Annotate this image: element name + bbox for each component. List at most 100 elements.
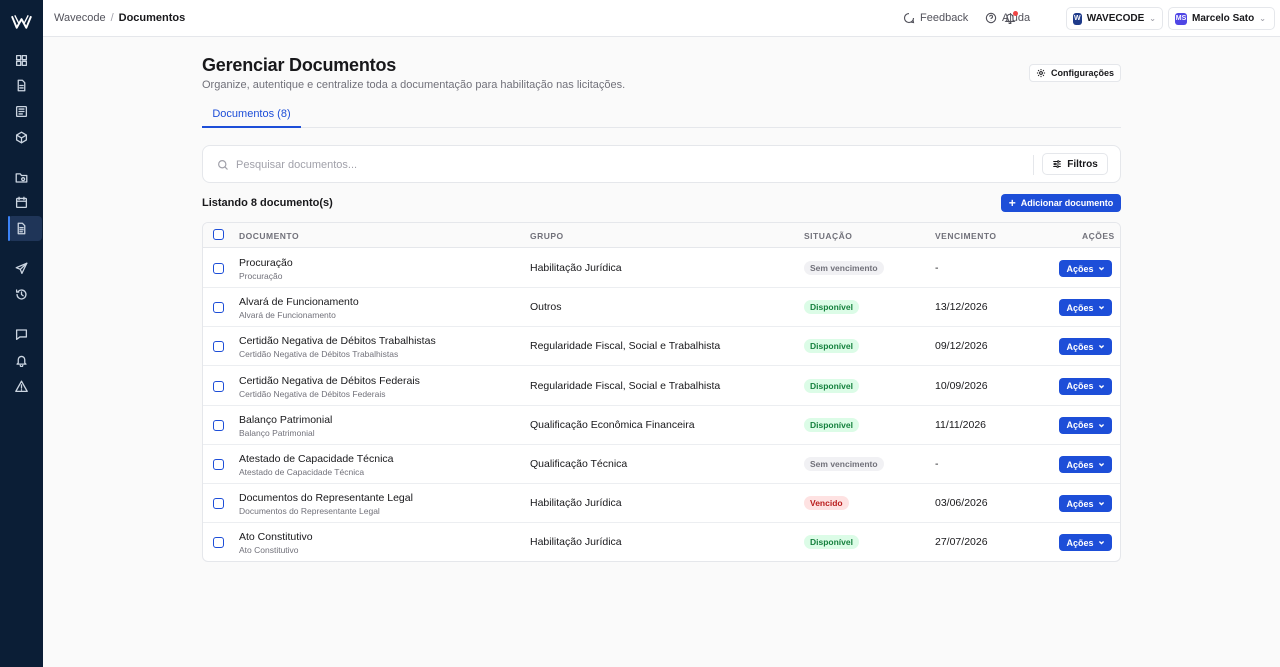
bell-icon[interactable]	[13, 352, 30, 369]
document-subtitle: Certidão Negativa de Débitos Federais	[239, 388, 386, 399]
due-date: -	[935, 262, 939, 274]
due-date: 11/11/2026	[935, 418, 986, 431]
file-icon[interactable]	[13, 77, 30, 94]
document-name[interactable]: Balanço Patrimonial	[239, 413, 333, 426]
due-date: 03/06/2026	[935, 497, 988, 510]
actions-button[interactable]: Ações	[1059, 534, 1112, 552]
document-name[interactable]: Certidão Negativa de Débitos Trabalhista…	[239, 335, 436, 348]
status-badge: Sem vencimento	[804, 457, 884, 471]
status-badge: Disponível	[804, 339, 859, 354]
due-date: 09/12/2026	[935, 340, 988, 353]
document-name[interactable]: Documentos do Representante Legal	[239, 492, 413, 505]
dashboard-icon[interactable]	[13, 52, 30, 69]
user-menu[interactable]: MS Marcelo Sato ⌄	[1168, 7, 1275, 30]
folder-search-icon[interactable]	[13, 169, 30, 186]
search-bar: Filtros	[202, 145, 1121, 183]
column-header-documento[interactable]: DOCUMENTO	[239, 231, 300, 241]
document-group: Habilitação Jurídica	[530, 497, 622, 510]
search-icon	[217, 158, 230, 171]
tab-documentos[interactable]: Documentos (8)	[202, 101, 301, 128]
actions-button[interactable]: Ações	[1059, 495, 1112, 513]
row-checkbox[interactable]	[213, 537, 224, 549]
tabs: Documentos (8)	[202, 101, 1121, 128]
actions-label: Ações	[1066, 498, 1094, 509]
row-checkbox[interactable]	[213, 419, 224, 431]
history-icon[interactable]	[13, 286, 30, 303]
notification-dot	[1013, 11, 1018, 16]
settings-button[interactable]: Configurações	[1029, 64, 1121, 82]
due-date: 13/12/2026	[935, 301, 988, 314]
chevron-down-icon	[1098, 500, 1105, 507]
table-row[interactable]: Certidão Negativa de Débitos Trabalhista…	[203, 327, 1120, 367]
notifications-button[interactable]	[1004, 11, 1018, 25]
breadcrumb: Wavecode / Documentos	[54, 12, 185, 24]
filters-button[interactable]: Filtros	[1042, 153, 1108, 175]
actions-button[interactable]: Ações	[1059, 338, 1112, 356]
actions-label: Ações	[1066, 381, 1094, 392]
actions-button[interactable]: Ações	[1059, 416, 1112, 434]
org-selector[interactable]: W WAVECODE ⌄	[1066, 7, 1163, 30]
table-row[interactable]: Documentos do Representante Legal Documen…	[203, 484, 1120, 524]
column-header-grupo[interactable]: GRUPO	[530, 231, 564, 241]
table-row[interactable]: Ato Constitutivo Ato Constitutivo Habilita…	[203, 523, 1120, 561]
row-checkbox[interactable]	[213, 341, 224, 353]
feedback-icon	[903, 12, 915, 24]
add-document-button[interactable]: + Adicionar documento	[1001, 194, 1121, 212]
document-name[interactable]: Atestado de Capacidade Técnica	[239, 453, 394, 465]
document-name[interactable]: Certidão Negativa de Débitos Federais	[239, 374, 420, 387]
chat-icon[interactable]	[13, 326, 30, 343]
column-header-acoes: AÇÕES	[1082, 231, 1115, 241]
document-subtitle: Ato Constitutivo	[239, 545, 299, 556]
calendar-icon[interactable]	[13, 194, 30, 211]
document-group: Regularidade Fiscal, Social e Trabalhist…	[530, 340, 721, 353]
table-row[interactable]: Procuração Procuração Habilitação Jurídica…	[203, 249, 1120, 288]
org-badge: W	[1073, 12, 1082, 25]
wavecode-logo[interactable]	[10, 12, 33, 32]
document-subtitle: Alvará de Funcionamento	[239, 310, 336, 321]
table-row[interactable]: Certidão Negativa de Débitos Federais Cer…	[203, 367, 1120, 406]
document-subtitle: Procuração	[239, 271, 283, 281]
row-checkbox[interactable]	[213, 263, 224, 274]
documents-icon[interactable]	[13, 220, 30, 237]
table-row[interactable]: Alvará de Funcionamento Alvará de Funcion…	[203, 288, 1120, 328]
document-name[interactable]: Procuração	[239, 257, 293, 269]
actions-button[interactable]: Ações	[1059, 456, 1112, 473]
document-name[interactable]: Alvará de Funcionamento	[239, 296, 359, 309]
document-subtitle: Balanço Patrimonial	[239, 427, 315, 438]
actions-button[interactable]: Ações	[1059, 299, 1112, 317]
document-name[interactable]: Ato Constitutivo	[239, 531, 313, 544]
chevron-down-icon	[1098, 304, 1105, 311]
document-group: Qualificação Econômica Financeira	[530, 418, 695, 431]
search-input[interactable]	[236, 155, 1016, 175]
document-group: Habilitação Jurídica	[530, 262, 622, 274]
table-row[interactable]: Balanço Patrimonial Balanço Patrimonial Qu…	[203, 406, 1120, 445]
feedback-link[interactable]: Feedback	[903, 12, 968, 24]
column-header-situacao[interactable]: SITUAÇÃO	[804, 231, 853, 241]
chevron-down-icon	[1098, 343, 1105, 350]
send-icon[interactable]	[13, 260, 30, 277]
actions-label: Ações	[1066, 263, 1094, 274]
row-checkbox[interactable]	[213, 498, 224, 510]
actions-button[interactable]: Ações	[1059, 377, 1112, 395]
user-name: Marcelo Sato	[1192, 13, 1255, 24]
document-group: Regularidade Fiscal, Social e Trabalhist…	[530, 379, 721, 392]
help-icon	[985, 12, 997, 24]
table-row[interactable]: Atestado de Capacidade Técnica Atestado d…	[203, 445, 1120, 484]
select-all-checkbox[interactable]	[213, 229, 224, 240]
search-divider	[1033, 155, 1034, 175]
actions-button[interactable]: Ações	[1059, 260, 1112, 277]
package-icon[interactable]	[13, 129, 30, 146]
chevron-down-icon: ⌄	[1149, 14, 1156, 23]
breadcrumb-root[interactable]: Wavecode	[54, 12, 106, 24]
warning-icon[interactable]	[13, 378, 30, 395]
row-checkbox[interactable]	[213, 459, 224, 470]
settings-label: Configurações	[1050, 68, 1114, 78]
actions-label: Ações	[1066, 459, 1094, 470]
row-checkbox[interactable]	[213, 380, 224, 392]
chevron-down-icon	[1098, 265, 1105, 272]
documents-table: DOCUMENTO GRUPO SITUAÇÃO VENCIMENTO AÇÕE…	[202, 222, 1121, 562]
chevron-down-icon	[1098, 383, 1105, 390]
newspaper-icon[interactable]	[13, 103, 30, 120]
column-header-vencimento[interactable]: VENCIMENTO	[935, 231, 997, 241]
row-checkbox[interactable]	[213, 302, 224, 314]
